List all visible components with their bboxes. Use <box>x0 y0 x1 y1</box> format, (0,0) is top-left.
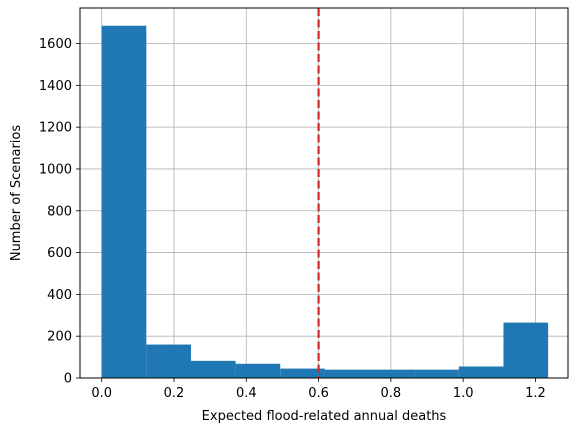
x-tick-label: 0.6 <box>308 386 329 401</box>
y-tick-label: 0 <box>64 372 72 387</box>
histogram-bar-10 <box>503 322 549 378</box>
histogram-bar-6 <box>324 369 370 378</box>
plot-frame <box>79 7 569 379</box>
y-tick-label: 1400 <box>39 79 72 94</box>
x-axis-ticks: 0.0 0.2 0.4 0.6 0.8 1.0 1.2 <box>91 378 546 401</box>
histogram-bar-3 <box>190 360 236 378</box>
histogram-bar-8 <box>414 369 459 378</box>
y-tick-label: 400 <box>47 288 72 303</box>
histogram-bar-4 <box>235 363 281 378</box>
histogram-bar-1 <box>101 25 147 378</box>
y-axis-ticks: 0 200 400 600 800 1000 1200 1400 1600 <box>39 37 80 387</box>
x-tick-label: 0.8 <box>381 386 402 401</box>
histogram-bar-5 <box>280 368 325 378</box>
y-tick-label: 1200 <box>39 121 72 136</box>
y-tick-label: 800 <box>47 204 72 219</box>
histogram-bar-2 <box>146 344 191 378</box>
histogram-bar-9 <box>458 366 504 378</box>
x-axis-label: Expected flood-related annual deaths <box>202 409 447 424</box>
x-tick-label: 0.2 <box>164 386 185 401</box>
y-tick-label: 600 <box>47 246 72 261</box>
grid-lines <box>80 8 568 379</box>
x-tick-label: 1.2 <box>525 386 546 401</box>
y-tick-label: 200 <box>47 330 72 345</box>
x-tick-label: 1.0 <box>453 386 474 401</box>
x-tick-label: 0.4 <box>236 386 257 401</box>
histogram-bar-7 <box>369 369 415 378</box>
y-tick-label: 1000 <box>39 162 72 177</box>
histogram-bars <box>101 25 549 378</box>
x-tick-label: 0.0 <box>91 386 112 401</box>
y-axis-label: Number of Scenarios <box>9 125 24 262</box>
y-tick-label: 1600 <box>39 37 72 52</box>
